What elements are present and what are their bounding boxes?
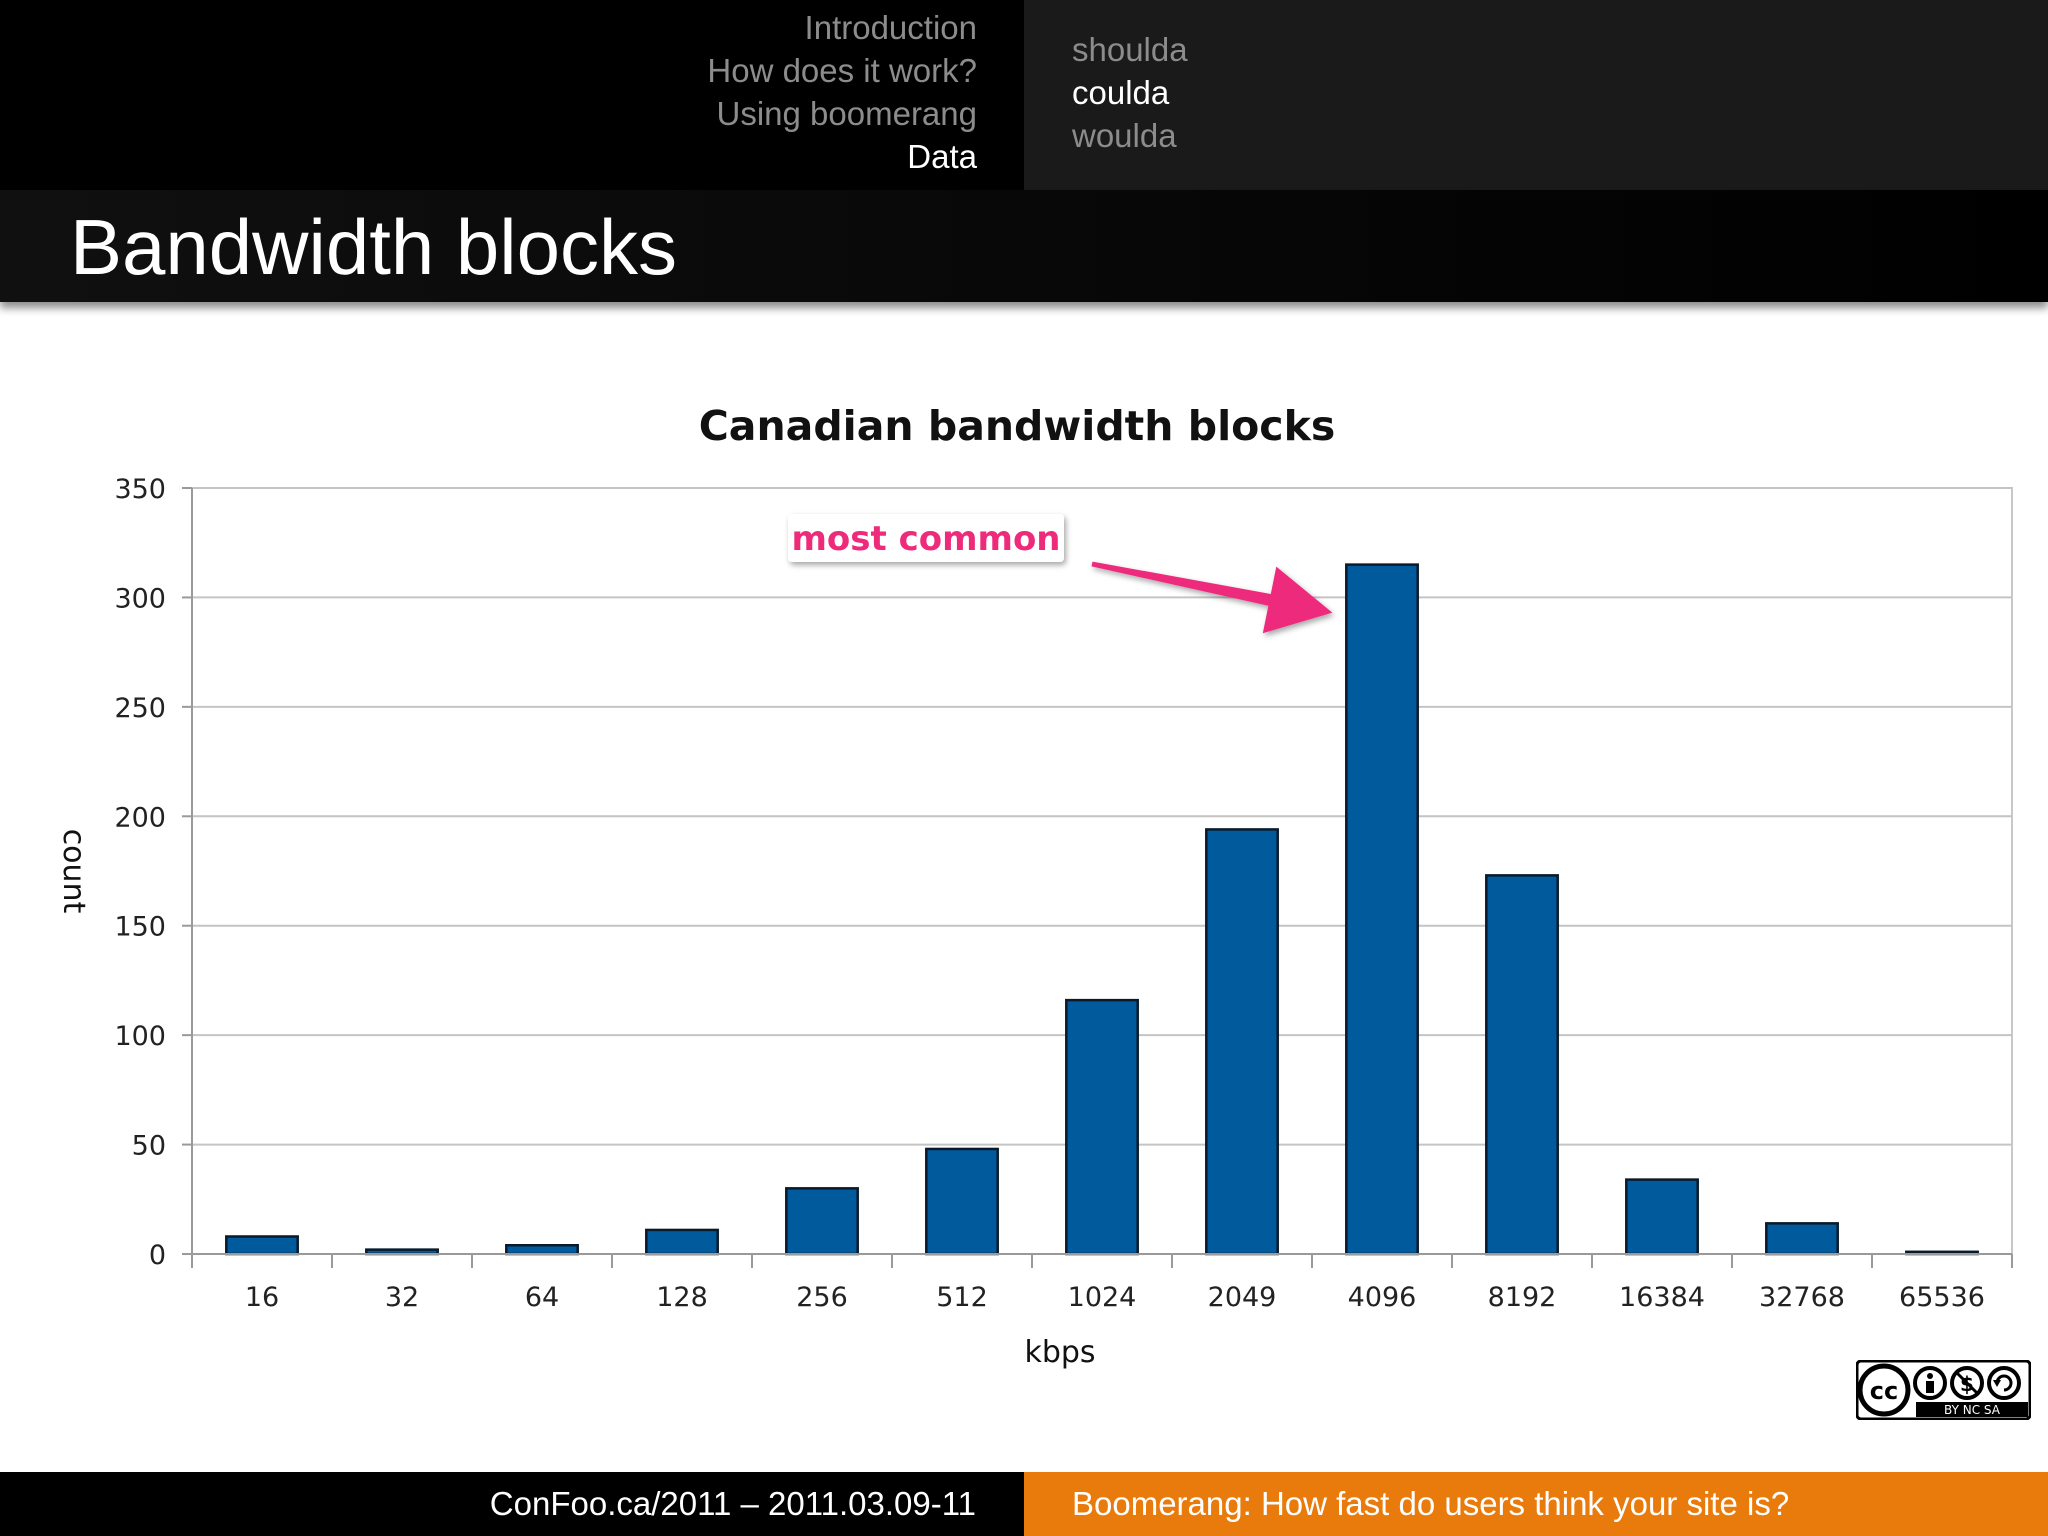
nav-section-using-boomerang[interactable]: Using boomerang (716, 95, 978, 132)
x-axis-label: kbps (1024, 1335, 1095, 1370)
footer-talk-title: Boomerang: How fast do users think your … (1072, 1485, 1790, 1522)
bar-chart: Canadian bandwidth blocks 0 50 100 150 200 250… (56, 402, 2013, 1370)
bar-16 (225, 1235, 299, 1256)
footer-left: ConFoo.ca/2011 – 2011.03.09-11 (0, 1472, 1024, 1536)
cc-icon: cc (1857, 1363, 1911, 1417)
y-tick-label: 350 (114, 474, 166, 505)
y-tick-label: 100 (114, 1021, 166, 1052)
y-axis-label: count (56, 829, 91, 914)
y-tick-label: 0 (149, 1240, 166, 1271)
y-tick-label: 200 (114, 802, 166, 833)
y-tick-label: 250 (114, 693, 166, 724)
y-tick-label: 150 (114, 912, 166, 943)
nav-section-introduction[interactable]: Introduction (804, 9, 977, 46)
nav-subsection-shoulda[interactable]: shoulda (1072, 31, 1188, 68)
nav-sections-panel: Introduction How does it work? Using boo… (0, 0, 1024, 190)
annotation-arrow (1091, 561, 1333, 634)
x-tick-label: 128 (656, 1282, 708, 1313)
footer-right: Boomerang: How fast do users think your … (1024, 1472, 2048, 1536)
bar-1024 (1065, 998, 1139, 1256)
x-tick-label: 256 (796, 1282, 848, 1313)
nav-section-list: Introduction How does it work? Using boo… (707, 6, 977, 178)
bar-8192 (1485, 874, 1559, 1256)
bar-512 (925, 1147, 999, 1256)
chart-title: Canadian bandwidth blocks (699, 402, 1336, 450)
x-tick-label: 16384 (1619, 1282, 1705, 1313)
x-tick-label: 512 (936, 1282, 988, 1313)
x-tick-label: 1024 (1068, 1282, 1137, 1313)
x-tick-label: 16 (245, 1282, 279, 1313)
sa-icon (1987, 1366, 2021, 1400)
by-icon (1913, 1366, 1947, 1400)
title-bar: Bandwidth blocks (0, 190, 2048, 302)
bar-128 (645, 1228, 719, 1256)
nc-icon: $ (1950, 1366, 1984, 1400)
x-tick-label: 4096 (1348, 1282, 1417, 1313)
bar-4096 (1345, 563, 1419, 1256)
annotation-text: most common (791, 519, 1060, 559)
y-tick-label: 50 (132, 1131, 166, 1162)
nav-subsections-panel: shoulda coulda woulda (1024, 0, 2048, 190)
cc-license-badge: cc $ BY NC SA (1856, 1360, 2031, 1420)
bar-256 (785, 1187, 859, 1256)
x-tick-label: 32 (385, 1282, 419, 1313)
footer-conference: ConFoo.ca/2011 – 2011.03.09-11 (489, 1485, 976, 1522)
cc-license-text: BY NC SA (1944, 1403, 2001, 1417)
bar-16384 (1625, 1178, 1699, 1256)
bar-64 (505, 1243, 579, 1256)
slide-title: Bandwidth blocks (70, 203, 678, 291)
x-tick-label: 65536 (1899, 1282, 1985, 1313)
annotation-box (788, 514, 1064, 562)
nav-subsection-list: shoulda coulda woulda (1072, 28, 1188, 157)
nav-section-how-does-it-work[interactable]: How does it work? (707, 52, 977, 89)
nav-section-data[interactable]: Data (907, 138, 977, 175)
x-tick-label: 64 (525, 1282, 559, 1313)
x-tick-label: 8192 (1488, 1282, 1557, 1313)
nav-subsection-coulda[interactable]: coulda (1072, 74, 1170, 111)
bar-32768 (1765, 1222, 1839, 1256)
nav-subsection-woulda[interactable]: woulda (1072, 117, 1177, 154)
x-tick-label: 32768 (1759, 1282, 1845, 1313)
svg-text:cc: cc (1870, 1377, 1898, 1405)
bar-2049 (1205, 828, 1279, 1256)
y-tick-label: 300 (114, 583, 166, 614)
x-tick-label: 2049 (1208, 1282, 1277, 1313)
